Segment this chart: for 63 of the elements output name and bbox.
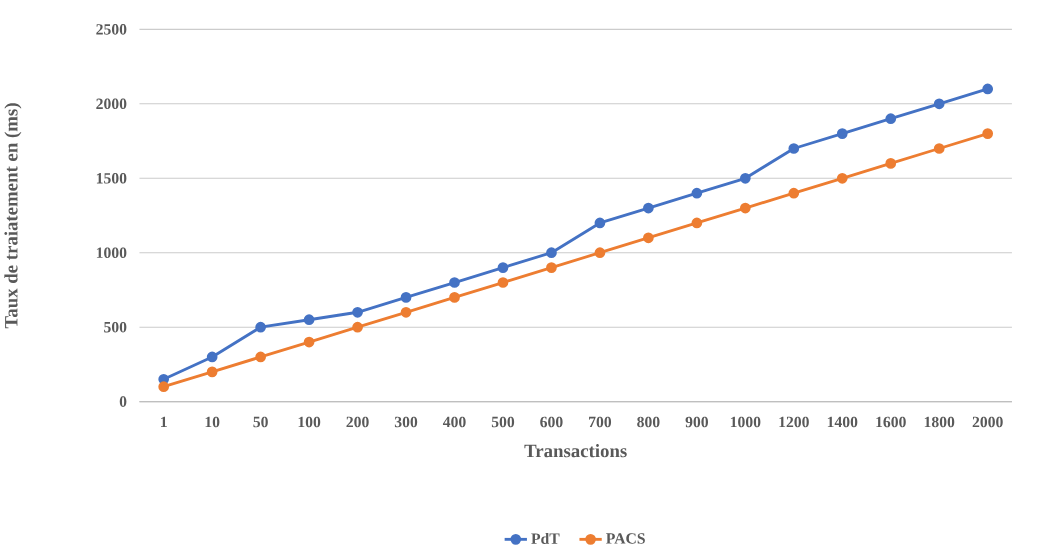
point [836,128,848,139]
x-tick-label: 2000 [972,416,1003,428]
point [788,187,800,199]
y-tick-label: 1000 [96,247,127,258]
x-tick-label: 900 [685,416,709,428]
x-tick-label: 1000 [730,416,761,428]
x-tick-label: 600 [540,416,563,428]
point [691,217,703,229]
point [497,276,509,288]
point [206,366,218,378]
x-tick-label: 1800 [924,416,955,428]
x-tick-label: 50 [253,416,268,428]
point [158,381,170,392]
point [739,202,751,214]
x-tick-label: 800 [637,416,660,428]
point [982,83,994,95]
x-tick-label: 100 [298,416,321,428]
y-tick-label: 2000 [96,98,127,109]
x-tick-label: 1 [161,416,167,427]
point [449,276,460,288]
point [255,351,266,363]
point [303,336,315,348]
legend-label: PdT [531,532,560,544]
x-tick-label: 200 [346,416,369,428]
point [594,247,606,258]
legend-label: PACS [606,533,645,544]
point [982,128,994,139]
point [933,98,945,110]
point [885,157,897,169]
point [400,306,412,318]
point [643,202,654,214]
point [449,291,460,303]
point [739,172,751,184]
point [594,217,606,229]
point [400,291,412,303]
point [885,113,897,124]
y-axis-title: Taux de traiatement en (ms) [4,103,22,329]
point [933,142,945,154]
point [352,306,363,318]
point [352,321,363,333]
y-tick-label: 0 [119,396,127,407]
y-tick-label: 500 [104,321,127,333]
point [836,172,848,184]
point [206,351,218,363]
y-tick-label: 1500 [96,172,127,184]
point [255,321,266,333]
x-tick-label: 10 [205,416,220,428]
x-tick-label: 1400 [827,416,858,428]
point [546,262,557,273]
x-tick-label: 1200 [779,416,809,428]
point [788,142,800,154]
x-tick-label: 500 [491,416,515,428]
x-tick-label: 300 [394,416,418,428]
point [303,314,315,325]
x-tick-label: 700 [589,416,612,428]
x-axis-title: Transactions [524,443,627,458]
y-tick-label: 2500 [96,23,127,35]
point [497,262,509,273]
point [546,247,557,258]
point [643,232,654,244]
point [691,187,703,199]
x-tick-label: 400 [442,416,466,428]
x-tick-label: 1600 [876,416,906,428]
